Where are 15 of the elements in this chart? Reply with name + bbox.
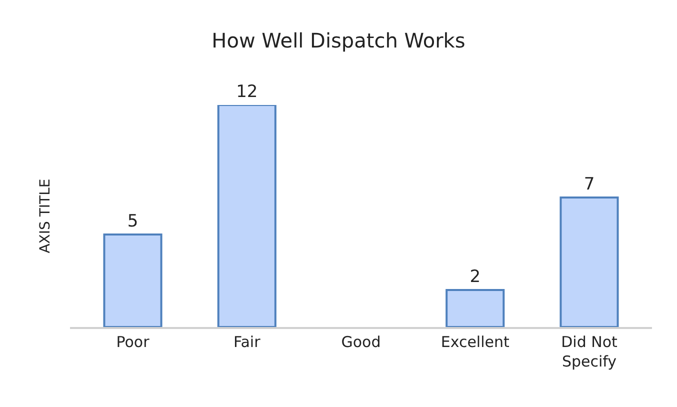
x-tick-label: Fair	[233, 333, 262, 351]
bar	[103, 234, 162, 327]
x-tick-label: Did Not Specify	[561, 333, 618, 370]
bar	[446, 289, 505, 327]
data-label: 2	[470, 267, 481, 287]
x-tick-label: Excellent	[440, 333, 510, 351]
bar	[560, 196, 619, 327]
data-label: 7	[584, 174, 595, 194]
y-axis-title: AXIS TITLE	[38, 178, 54, 254]
data-label: 5	[127, 212, 138, 232]
x-tick-label: Good	[341, 333, 381, 351]
bar	[217, 105, 276, 327]
data-label: 12	[236, 82, 258, 102]
x-tick-label: Poor	[116, 333, 150, 351]
chart-title: How Well Dispatch Works	[212, 28, 466, 53]
